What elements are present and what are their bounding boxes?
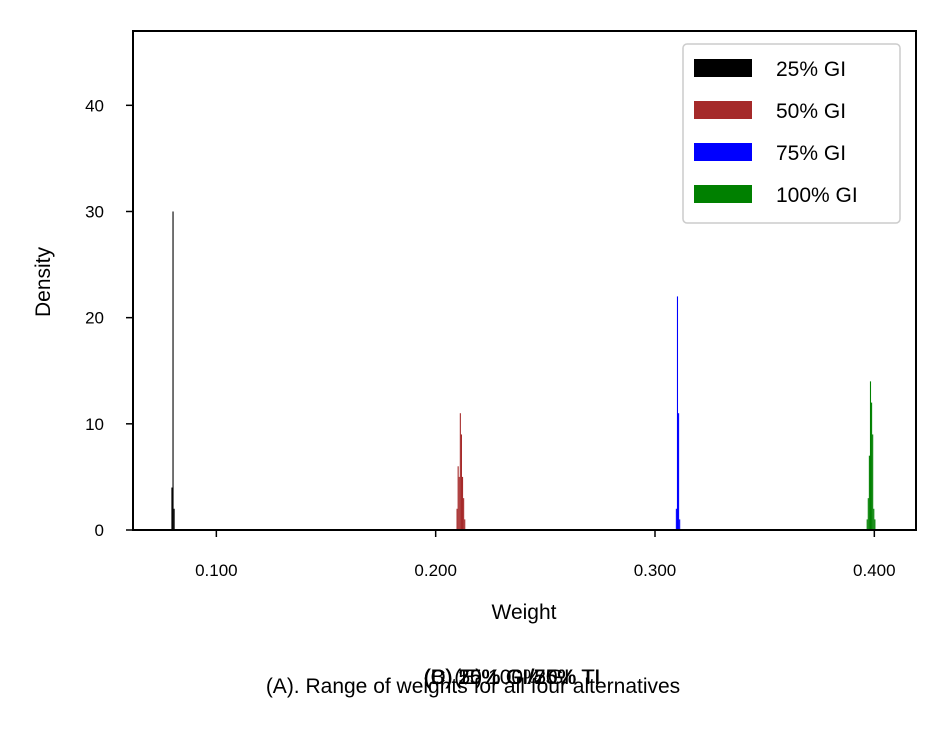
plot-frame [132, 30, 917, 531]
histogram-bar [872, 434, 874, 530]
histogram-bar [463, 498, 465, 530]
histogram-bar [464, 519, 466, 530]
histogram-bar [456, 508, 458, 530]
x-tick-label: 0.200 [414, 561, 457, 580]
histogram-bar [675, 508, 677, 530]
caption-main: (A). Range of weights for all four alter… [266, 675, 680, 698]
x-tick-label: 0.400 [853, 561, 896, 580]
caption-overlap-e: (E) 100% GI [454, 666, 570, 689]
legend-label: 75% GI [776, 142, 846, 165]
histogram-bar [461, 476, 464, 530]
x-axis-label: Weight [492, 601, 557, 624]
histogram-bar [873, 508, 875, 530]
x-tick-label: 0.300 [634, 561, 677, 580]
histogram-bar [866, 519, 868, 530]
y-tick-label: 0 [95, 521, 104, 540]
histogram-bar [871, 402, 873, 530]
y-tick-label: 10 [85, 415, 104, 434]
legend-frame [682, 43, 901, 224]
y-axis-label: Density [32, 246, 55, 317]
x-axis: 0.100 0.200 0.300 0.400 [195, 530, 896, 580]
histogram-bar [869, 381, 872, 530]
histogram-bar [676, 296, 679, 530]
histogram-bars [171, 211, 876, 530]
histogram-bar [457, 466, 459, 530]
caption-overlap-d: (D) 75% GI/25% TI [423, 666, 600, 689]
series-2 [675, 296, 681, 530]
histogram-bar [173, 508, 175, 530]
x-tick-label: 0.100 [195, 561, 238, 580]
histogram-bar [874, 519, 876, 530]
legend-swatch [694, 143, 752, 161]
histogram-bar [458, 476, 460, 530]
series-1 [456, 413, 466, 530]
legend-label: 100% GI [776, 184, 858, 207]
histogram-bar [460, 434, 462, 530]
y-axis: 0 10 20 30 40 [85, 96, 133, 540]
y-tick-label: 40 [85, 96, 104, 115]
caption-overlap-b: (B) 25% GI/75% TI [424, 666, 600, 689]
legend-label: 50% GI [776, 100, 846, 123]
histogram-bar [172, 211, 174, 530]
histogram-bar [459, 413, 461, 530]
histogram-bar [678, 413, 680, 530]
legend-label: 25% GI [776, 58, 846, 81]
legend-swatch [694, 59, 752, 77]
caption-overlap-c: (C) 50% GI/50% TI [423, 666, 600, 689]
histogram-bar [867, 498, 869, 530]
histogram-bar [171, 487, 173, 530]
y-tick-label: 20 [85, 309, 104, 328]
legend-swatch [694, 101, 752, 119]
legend-swatch [694, 185, 752, 203]
series-3 [866, 381, 876, 530]
series-0 [171, 211, 175, 530]
histogram-bar [679, 519, 681, 530]
legend: 25% GI 50% GI 75% GI 100% GI [682, 43, 901, 224]
histogram-bar [868, 455, 870, 530]
y-tick-label: 30 [85, 202, 104, 221]
caption-group: (B) 25% GI/75% TI (C) 50% GI/50% TI (D) … [266, 666, 680, 698]
